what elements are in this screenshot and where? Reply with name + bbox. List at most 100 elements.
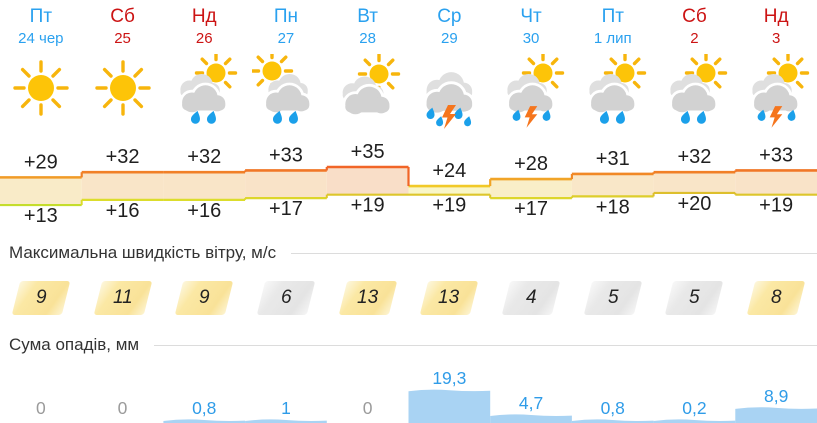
low-temp-label: +19 [351,195,385,217]
precip-section-label: Сума опадів, мм [9,335,140,354]
precip-bar [653,419,736,423]
wind-speed-value: 5 [689,287,700,308]
wind-speed-value: 5 [607,287,619,308]
low-temp-label: +17 [514,198,548,220]
high-temp-label: +28 [514,153,548,175]
sun-cloud-storm-icon [751,54,810,128]
precip-bar [571,419,654,423]
precip-value: 0,2 [682,398,706,418]
low-temp-label: +13 [24,205,58,227]
low-temp-label: +18 [596,196,630,218]
precip-value: 19,3 [432,368,466,388]
low-temp-label: +16 [187,200,221,222]
weather-icon-cell[interactable] [245,54,327,130]
low-temp-label: +17 [269,198,303,220]
precip-section-header: Сума опадів, мм [9,335,817,355]
wind-cell: 13 [408,281,490,315]
weather-icon-cell[interactable] [0,54,82,130]
sun-icon [13,60,69,116]
low-temp-label: +19 [759,195,793,217]
day-date: 3 [771,30,781,47]
wind-speed-badge: 11 [93,281,152,315]
weather-icon-cell[interactable] [163,54,245,130]
precip-value: 8,9 [764,386,788,406]
wind-cell: 9 [0,281,82,315]
day-date: 26 [195,30,213,47]
precip-value: 1 [281,398,291,418]
wind-speed-badge: 6 [256,281,316,315]
wind-speed-value: 9 [35,287,47,308]
day-name: Сб [682,6,707,27]
day-column-header[interactable]: Вт 28 [327,6,409,47]
sun-cloud-rain-icon [669,54,728,124]
sun-cloud-storm-icon [506,54,565,128]
weather-icon-cell[interactable] [327,54,409,130]
cloud-storm-icon [424,72,476,129]
day-column-header[interactable]: Сб 2 [654,6,736,47]
wind-speed-value: 13 [357,287,379,308]
day-date: 24 чер [18,30,64,47]
day-name: Чт [520,6,542,27]
day-column-header[interactable]: Сб 25 [82,6,164,47]
day-column-header[interactable]: Пт 1 лип [572,6,654,47]
temperature-band-chart: +29 +13 +32 +16 +32 +16 +33 +17 +35 +19 +24 +19 +28 +… [0,141,817,227]
high-temp-label: +32 [187,146,221,168]
high-temp-label: +24 [432,160,466,182]
day-name: Сб [110,6,135,27]
weather-icon-cell[interactable] [490,54,572,130]
high-temp-label: +33 [269,144,303,166]
day-name: Пт [601,6,624,27]
low-temp-label: +20 [677,193,711,215]
sun-cloud-icon [342,54,400,118]
day-column-header[interactable]: Нд 26 [163,6,245,47]
wind-speed-badge: 8 [746,281,806,315]
precip-value: 0 [36,398,46,418]
day-column-header[interactable]: Пт 24 чер [0,6,82,47]
precip-bar [245,419,327,423]
sun-cloud-rain-icon [179,54,238,124]
wind-speed-badge: 4 [501,281,561,315]
precip-bar [408,389,491,423]
day-date: 29 [440,30,458,47]
wind-section-label: Максимальна швидкість вітру, м/с [9,243,277,262]
day-name: Нд [191,6,217,27]
precip-value: 0 [118,398,128,418]
low-temp-label: +19 [432,195,466,217]
section-divider-line [154,344,817,346]
precip-bar [735,407,817,423]
high-temp-label: +31 [596,148,630,170]
wind-speed-badge: 5 [583,281,642,315]
day-column-header[interactable]: Чт 30 [490,6,572,47]
day-date: 27 [277,30,295,47]
wind-cell: 11 [82,281,164,315]
weather-icon-cell[interactable] [735,54,817,130]
day-date: 1 лип [593,30,632,47]
wind-speed-badge: 9 [174,281,234,315]
wind-cell: 8 [735,281,817,315]
day-column-header[interactable]: Пн 27 [245,6,327,47]
days-header-row: Пт 24 чер Сб 25 Нд 26 Пн 27 Вт 28 Ср 29 Чт 30 Пт 1 лип С… [0,6,817,47]
day-date: 25 [114,30,131,47]
wind-speed-row: 9 11 9 6 13 13 4 5 5 8 [0,281,817,315]
day-column-header[interactable]: Ср 29 [408,6,490,47]
day-date: 2 [690,30,699,47]
wind-speed-badge: 13 [420,281,479,315]
weather-icon-cell[interactable] [572,54,654,130]
day-column-header[interactable]: Нд 3 [735,6,817,47]
precip-bar [490,414,572,423]
wind-speed-value: 4 [525,287,537,308]
wind-cell: 6 [245,281,327,315]
wind-speed-badge: 13 [338,281,397,315]
wind-section-header: Максимальна швидкість вітру, м/с [9,243,817,263]
day-name: Пт [29,6,53,27]
wind-cell: 9 [163,281,245,315]
day-name: Пн [273,6,299,27]
precip-value: 0,8 [601,398,625,418]
weather-icon-cell[interactable] [408,54,490,130]
weather-icon-cell[interactable] [654,54,736,130]
weather-icon-cell[interactable] [82,54,164,130]
wind-speed-value: 11 [112,287,133,308]
high-temp-label: +33 [759,144,793,166]
day-name: Ср [437,6,462,27]
